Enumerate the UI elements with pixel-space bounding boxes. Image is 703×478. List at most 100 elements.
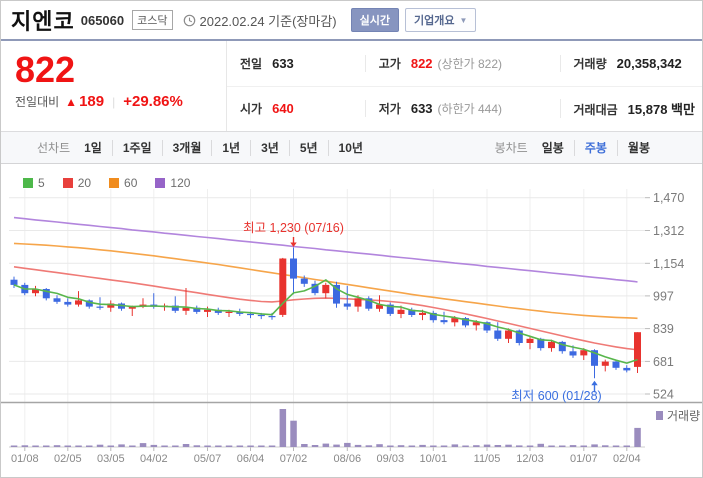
candle-body	[96, 306, 104, 308]
ma-legend-item-20: 20	[62, 176, 92, 190]
volume-bar	[537, 443, 544, 447]
volume-legend-label: 거래량	[667, 409, 700, 423]
volume-bar	[494, 445, 502, 447]
volume-bar	[612, 445, 620, 447]
tab-monthly[interactable]: 월봉	[616, 139, 660, 156]
volume-bar	[462, 445, 469, 447]
y-axis-label: 997	[653, 289, 674, 303]
candle-body	[128, 306, 136, 309]
candle-body	[397, 309, 405, 314]
tab-1d[interactable]: 1일	[84, 140, 102, 155]
ma-legend-item-120: 120	[155, 176, 190, 190]
candle-body	[462, 318, 469, 326]
candle-body	[386, 304, 394, 314]
candle-body	[53, 298, 61, 302]
quote-value: 640	[272, 101, 294, 117]
tab-10y[interactable]: 10년	[327, 139, 373, 156]
volume-bar	[236, 445, 244, 447]
divider: |	[112, 94, 116, 109]
volume-bar	[64, 445, 71, 447]
tab-1w[interactable]: 1주일	[111, 139, 162, 156]
candle-body	[548, 341, 555, 349]
tab-daily[interactable]: 일봉	[541, 140, 564, 155]
volume-bar	[311, 445, 319, 447]
candle-body	[85, 300, 93, 307]
volume-bar	[516, 445, 523, 447]
x-axis-label: 05/07	[194, 453, 222, 465]
candle-body	[322, 284, 330, 294]
realtime-button[interactable]: 실시간	[350, 8, 400, 32]
quote-table: 전일 633 고가 822 (상한가 822) 거래량 20,358,342 시가 640 저가 6…	[227, 41, 702, 131]
candle-body	[569, 351, 577, 356]
tab-5y[interactable]: 5년	[288, 139, 328, 156]
price-volume-chart[interactable]: 01/08 02/05 03/05 04/02 05/07 06/04 07/02 08/06…	[1, 164, 703, 477]
candle-body	[182, 307, 190, 311]
candle-chart-group-label: 봉차트	[494, 141, 528, 155]
volume-bar	[354, 444, 362, 447]
quote-label: 시가	[240, 102, 263, 117]
volume-bar	[483, 444, 491, 447]
volume-bar	[569, 445, 577, 447]
quote-label: 거래량	[573, 56, 607, 71]
candle-body	[440, 320, 448, 323]
low-arrow-icon	[591, 380, 598, 386]
candle-body	[204, 309, 211, 312]
chevron-down-icon: ▼	[459, 15, 468, 25]
ma-period-label: 60	[124, 176, 138, 190]
volume-bar	[623, 445, 630, 447]
candle-body	[612, 361, 620, 368]
volume-bar	[32, 445, 39, 447]
quote-summary: 822 전일대비 ▲ 189 | +29.86% 전일 633 고가 822 (상한가 …	[1, 41, 702, 131]
volume-bar	[10, 445, 18, 447]
candle-chart-tab-group: 봉차트 일봉 주봉 월봉	[495, 139, 660, 156]
ma-color-swatch	[155, 178, 166, 188]
tab-3m[interactable]: 3개월	[161, 139, 212, 156]
x-axis-label: 02/05	[54, 453, 82, 465]
quote-cell-open: 시가 640	[227, 100, 365, 117]
quote-value: 20,358,342	[616, 55, 682, 71]
ma-color-swatch	[109, 178, 120, 188]
y-axis-label: 524	[653, 388, 674, 402]
candle-body	[268, 316, 276, 318]
candle-body	[333, 284, 340, 304]
candle-body	[515, 330, 523, 343]
volume-bar	[268, 445, 276, 447]
chart-tab-bar: 선차트 1일 1주일 3개월 1년 3년 5년 10년 봉차트 일봉 주봉 월봉	[1, 131, 702, 164]
candle-body	[580, 350, 588, 356]
up-arrow-icon: ▲	[65, 94, 78, 109]
volume-bar	[419, 444, 426, 447]
company-overview-button[interactable]: 기업개요 ▼	[405, 8, 477, 32]
ma-period-label: 5	[38, 176, 45, 190]
candle-body	[311, 283, 319, 294]
candle-body	[376, 304, 383, 309]
volume-bar	[344, 442, 351, 447]
candle-body	[483, 322, 491, 331]
candle-tabs: 일봉 주봉 월봉	[532, 139, 660, 156]
tab-weekly[interactable]: 주봉	[573, 139, 617, 156]
quote-cell-high: 고가 822 (상한가 822)	[364, 54, 560, 72]
tab-3y[interactable]: 3년	[250, 139, 289, 156]
tab-1y[interactable]: 1년	[211, 139, 250, 156]
volume-bar	[526, 445, 534, 447]
line-tabs: 1일 1주일 3개월 1년 3년 5년 10년	[74, 139, 373, 156]
quote-value: 633	[410, 101, 433, 117]
ma-legend: 5 20 60 120	[23, 176, 190, 190]
volume-bar	[580, 445, 587, 447]
x-axis-label: 06/04	[237, 453, 265, 465]
volume-bar	[473, 445, 480, 447]
candle-body	[429, 312, 437, 321]
quote-cell-trade-value: 거래대금 15,878 백만	[559, 99, 703, 119]
change-percent: +29.86%	[123, 93, 183, 110]
candle-body	[247, 313, 254, 316]
candle-body	[257, 314, 265, 317]
volume-bar	[258, 445, 265, 447]
ma-period-label: 20	[77, 176, 92, 190]
x-axis-label: 03/05	[97, 453, 125, 465]
volume-bar	[118, 444, 125, 447]
quote-cell-volume: 거래량 20,358,342	[559, 54, 703, 72]
clock-icon	[183, 14, 196, 27]
candle-body	[64, 301, 72, 305]
volume-bar	[397, 445, 405, 447]
volume-bar	[225, 445, 233, 447]
